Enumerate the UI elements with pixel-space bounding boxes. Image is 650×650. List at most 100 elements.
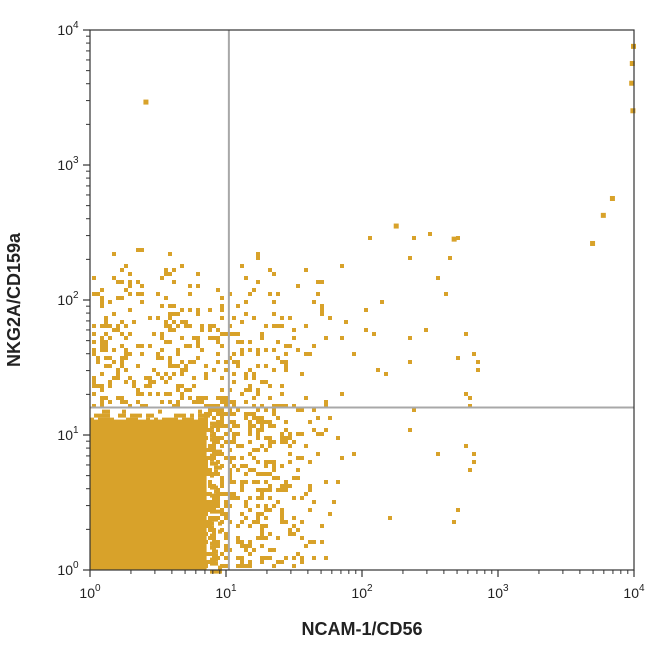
data-point [216, 500, 220, 504]
data-point [102, 413, 106, 418]
data-point [182, 417, 186, 422]
data-point [148, 316, 152, 320]
data-point [164, 268, 168, 272]
data-point [224, 404, 228, 408]
data-point [280, 404, 284, 408]
data-point [272, 504, 276, 508]
data-point [208, 524, 212, 528]
data-point [232, 332, 236, 336]
outlier-point [451, 236, 457, 242]
data-point [264, 448, 268, 452]
data-point [214, 465, 218, 470]
data-point [280, 432, 284, 436]
data-point [120, 280, 124, 284]
data-point [204, 364, 208, 368]
data-point [300, 536, 304, 540]
data-point [280, 392, 284, 396]
data-point [304, 352, 308, 356]
data-point [244, 416, 248, 420]
data-point [476, 368, 480, 372]
data-point [304, 492, 308, 496]
data-point [272, 300, 276, 304]
data-point [240, 352, 244, 356]
data-point [150, 413, 154, 418]
data-point [260, 488, 264, 492]
data-point [182, 413, 186, 418]
data-point [204, 460, 208, 464]
data-point [220, 484, 224, 488]
data-point [224, 536, 228, 540]
data-point [228, 292, 232, 296]
outlier-point [600, 212, 606, 218]
data-point [316, 452, 320, 456]
data-point [232, 496, 236, 500]
data-point [276, 340, 280, 344]
data-point [284, 368, 288, 372]
data-point [104, 324, 108, 328]
data-point [256, 432, 260, 436]
data-point [268, 532, 272, 536]
data-point [240, 544, 244, 548]
data-point [320, 304, 324, 308]
x-axis-title: NCAM-1/CD56 [301, 619, 422, 639]
data-point [272, 464, 276, 468]
data-point [160, 348, 164, 352]
data-point [204, 520, 208, 524]
data-point [236, 556, 240, 560]
data-point [196, 344, 200, 348]
data-point [304, 396, 308, 400]
data-point [216, 428, 220, 432]
data-point [444, 292, 448, 296]
data-point [92, 392, 96, 396]
data-point [180, 308, 184, 312]
data-point [180, 392, 184, 396]
data-point [336, 436, 340, 440]
data-point [312, 540, 316, 544]
data-point [272, 408, 276, 412]
data-point [212, 448, 216, 452]
data-point [256, 352, 260, 356]
data-point [96, 292, 100, 296]
data-point [304, 444, 308, 448]
data-point [128, 376, 132, 380]
data-point [204, 532, 208, 536]
data-point [244, 472, 248, 476]
data-point [248, 384, 252, 388]
data-point [92, 352, 96, 356]
data-point [312, 408, 316, 412]
data-point [256, 256, 260, 260]
data-point [164, 340, 168, 344]
data-point [154, 417, 158, 422]
data-point [216, 412, 220, 416]
data-point [192, 400, 196, 404]
data-point [208, 508, 212, 512]
data-point [128, 308, 132, 312]
data-point [220, 476, 224, 480]
data-point [214, 569, 218, 574]
data-point [100, 396, 104, 400]
data-point [224, 532, 228, 536]
data-point [272, 440, 276, 444]
data-point [340, 392, 344, 396]
data-point [228, 428, 232, 432]
data-point [252, 316, 256, 320]
data-point [292, 496, 296, 500]
data-point [216, 360, 220, 364]
data-point [92, 292, 96, 296]
data-point [252, 412, 256, 416]
data-point [408, 336, 412, 340]
data-point [140, 284, 144, 288]
data-point [204, 376, 208, 380]
data-point [98, 417, 102, 422]
data-point [228, 408, 232, 412]
data-point [292, 328, 296, 332]
data-point [252, 376, 256, 380]
data-point [408, 428, 412, 432]
data-point [124, 380, 128, 384]
data-point [224, 564, 228, 568]
data-point [268, 460, 272, 464]
data-point [212, 452, 216, 456]
data-point [236, 524, 240, 528]
data-point [212, 540, 216, 544]
data-point [204, 436, 208, 440]
